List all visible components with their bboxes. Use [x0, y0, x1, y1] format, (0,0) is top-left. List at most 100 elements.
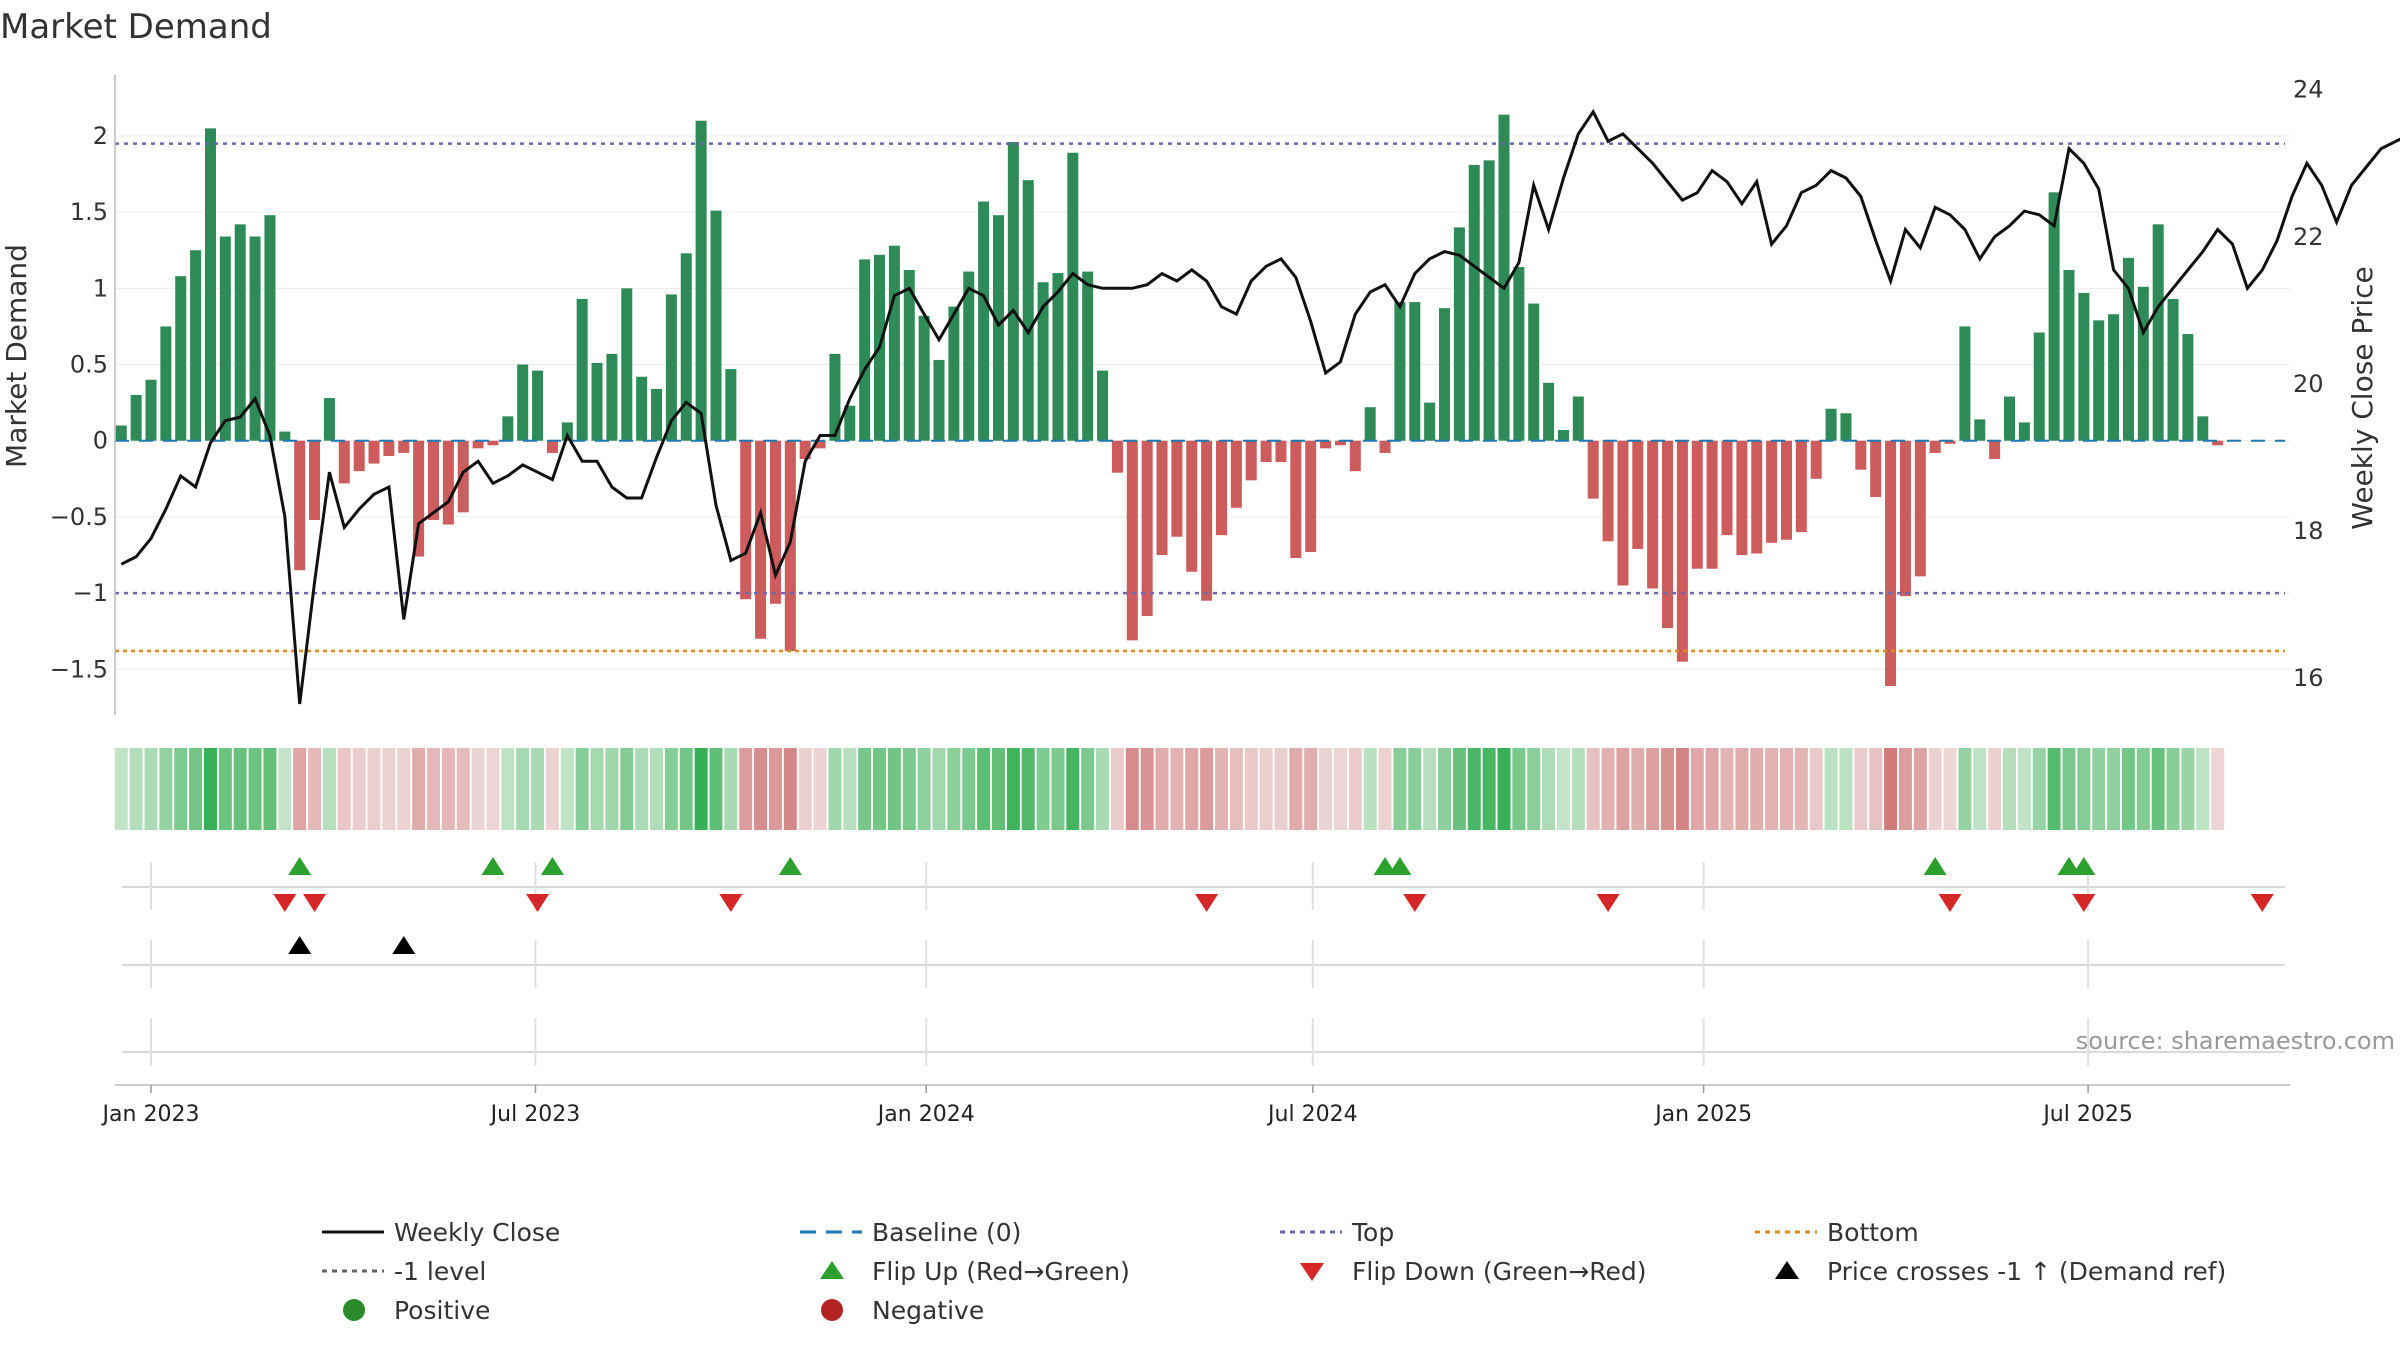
demand-bar	[1825, 408, 1837, 441]
legend: Weekly Close Baseline (0) Top Bottom -1 leve…	[322, 1218, 2226, 1325]
demand-bar	[1989, 440, 2001, 459]
legend-item: Weekly Close	[322, 1218, 560, 1247]
demand-bar	[1215, 440, 1227, 536]
demand-bar	[2018, 422, 2030, 441]
heat-cell	[991, 748, 1005, 830]
legend-swatch	[821, 1299, 843, 1321]
demand-bar	[725, 369, 737, 441]
heat-cell	[1497, 748, 1511, 830]
demand-bar	[1855, 440, 1867, 470]
demand-bar	[1840, 413, 1852, 441]
heat-cell	[1854, 748, 1868, 830]
demand-bar	[665, 294, 677, 441]
legend-item: Top	[1280, 1218, 1394, 1247]
demand-bar	[1230, 440, 1242, 508]
heat-cell	[1319, 748, 1333, 830]
demand-bar	[1439, 308, 1451, 441]
demand-bar	[204, 128, 216, 441]
heat-cell	[1289, 748, 1303, 830]
heat-cell	[1304, 748, 1318, 830]
heat-cell	[962, 748, 976, 830]
demand-bar	[1899, 440, 1911, 597]
y-tick-label: 0.5	[70, 351, 108, 379]
x-tick-label: Jul 2025	[2041, 1102, 2133, 1127]
demand-bar	[918, 315, 930, 441]
y-tick-label: −0.5	[50, 503, 108, 531]
demand-bar	[1275, 440, 1287, 463]
heat-cell	[1244, 748, 1258, 830]
demand-bar	[1513, 267, 1525, 441]
demand-bar	[2093, 320, 2105, 441]
demand-bar	[1111, 440, 1123, 473]
demand-bar	[1245, 440, 1257, 481]
legend-swatch	[820, 1261, 844, 1279]
demand-bar	[1260, 440, 1272, 463]
heat-cell	[605, 748, 619, 830]
demand-bars	[115, 114, 2224, 687]
demand-bar	[1721, 440, 1733, 536]
heat-cell	[724, 748, 738, 830]
heat-cell	[917, 748, 931, 830]
heat-cell	[873, 748, 887, 830]
demand-bar	[1290, 440, 1302, 559]
demand-bar	[1736, 440, 1748, 555]
heat-cell	[1690, 748, 1704, 830]
heat-cell	[664, 748, 678, 830]
heat-cell	[233, 748, 247, 830]
demand-bar	[1379, 440, 1391, 453]
heat-cell	[1943, 748, 1957, 830]
heat-cell	[1036, 748, 1050, 830]
heat-cell	[456, 748, 470, 830]
demand-bar	[606, 353, 618, 441]
demand-heat-strip	[114, 748, 2225, 830]
heat-cell	[1958, 748, 1972, 830]
heat-cell	[1155, 748, 1169, 830]
demand-bar	[175, 276, 187, 441]
heat-cell	[590, 748, 604, 830]
demand-bar	[1141, 440, 1153, 616]
demand-bar	[933, 359, 945, 441]
legend-item: Negative	[821, 1296, 984, 1325]
demand-bar	[1751, 440, 1763, 554]
flip-down-marker	[719, 894, 743, 912]
flip-down-marker	[1195, 894, 1219, 912]
flip-down-marker	[1596, 894, 1620, 912]
demand-bar	[1662, 440, 1674, 629]
demand-bar	[1543, 382, 1555, 441]
heat-cell	[1140, 748, 1154, 830]
legend-item: Bottom	[1755, 1218, 1919, 1247]
demand-bar	[1885, 440, 1897, 687]
heat-cell	[278, 748, 292, 830]
heat-cell	[1452, 748, 1466, 830]
legend-swatch	[1300, 1263, 1324, 1281]
demand-bar	[2197, 416, 2209, 441]
heat-cell	[798, 748, 812, 830]
heat-cell	[635, 748, 649, 830]
heat-cell	[159, 748, 173, 830]
price-cross-marker	[392, 936, 416, 954]
heat-cell	[1675, 748, 1689, 830]
demand-bar	[353, 440, 365, 472]
heat-cell	[1423, 748, 1437, 830]
heat-cell	[352, 748, 366, 830]
heat-cell	[1601, 748, 1615, 830]
demand-bar	[2182, 334, 2194, 441]
demand-bar	[1647, 440, 1659, 589]
demand-bar	[1810, 440, 1822, 479]
heat-cell	[1646, 748, 1660, 830]
y-tick-label: −1	[73, 579, 108, 607]
demand-bar	[651, 388, 663, 441]
heat-cell	[843, 748, 857, 830]
heat-cell	[1051, 748, 1065, 830]
heat-cell	[1616, 748, 1630, 830]
heat-cell	[1125, 748, 1139, 830]
heat-cell	[397, 748, 411, 830]
demand-bar	[2167, 299, 2179, 441]
x-ticks: Jan 2023 Jul 2023 Jan 2024 Jul 2024 Jan 2025…	[101, 1085, 2133, 1127]
y2-tick-label: 16	[2293, 664, 2324, 692]
heat-cell	[754, 748, 768, 830]
demand-bar	[2152, 224, 2164, 441]
heat-cell	[1661, 748, 1675, 830]
flip-up-marker	[1923, 857, 1947, 875]
heat-cell	[575, 748, 589, 830]
